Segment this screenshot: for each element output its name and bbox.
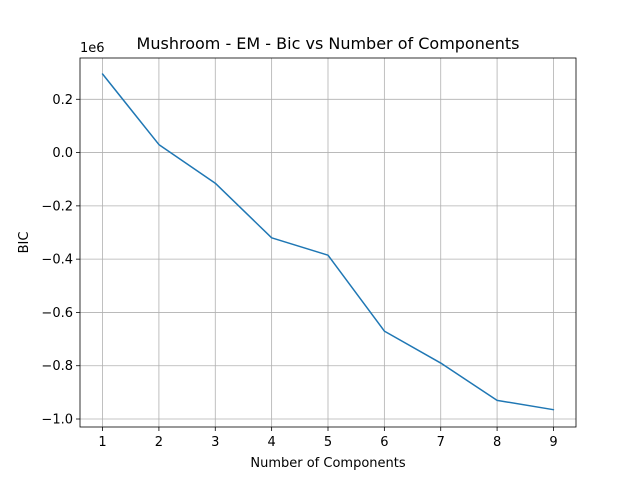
x-tick-label: 7 xyxy=(437,435,445,450)
y-axis-offset-label: 1e6 xyxy=(80,41,105,56)
x-tick-label: 5 xyxy=(324,435,332,450)
chart-title: Mushroom - EM - Bic vs Number of Compone… xyxy=(137,34,520,53)
bic-series-line xyxy=(101,73,555,411)
x-tick-label: 3 xyxy=(211,435,219,450)
y-tick-label: −0.4 xyxy=(41,253,73,268)
grid xyxy=(80,58,576,427)
x-tick-label: 6 xyxy=(380,435,388,450)
x-axis-label: Number of Components xyxy=(250,456,405,471)
x-tick-label: 9 xyxy=(549,435,557,450)
x-tick-label: 2 xyxy=(155,435,163,450)
ticks: 1 2 3 4 5 6 7 8 9 −1.0 −0.8 −0.6 −0.4 −0.2 0.0 0.2 xyxy=(41,93,557,450)
y-tick-label: 0.0 xyxy=(52,146,73,161)
y-tick-label: 0.2 xyxy=(52,93,73,108)
y-tick-label: −0.8 xyxy=(41,359,73,374)
y-tick-label: −0.2 xyxy=(41,199,73,214)
x-tick-label: 4 xyxy=(267,435,275,450)
x-tick-label: 1 xyxy=(98,435,106,450)
x-tick-label: 8 xyxy=(493,435,501,450)
y-tick-label: −1.0 xyxy=(41,413,73,428)
y-axis-label: BIC xyxy=(17,232,32,254)
y-tick-label: −0.6 xyxy=(41,306,73,321)
series xyxy=(101,73,555,411)
